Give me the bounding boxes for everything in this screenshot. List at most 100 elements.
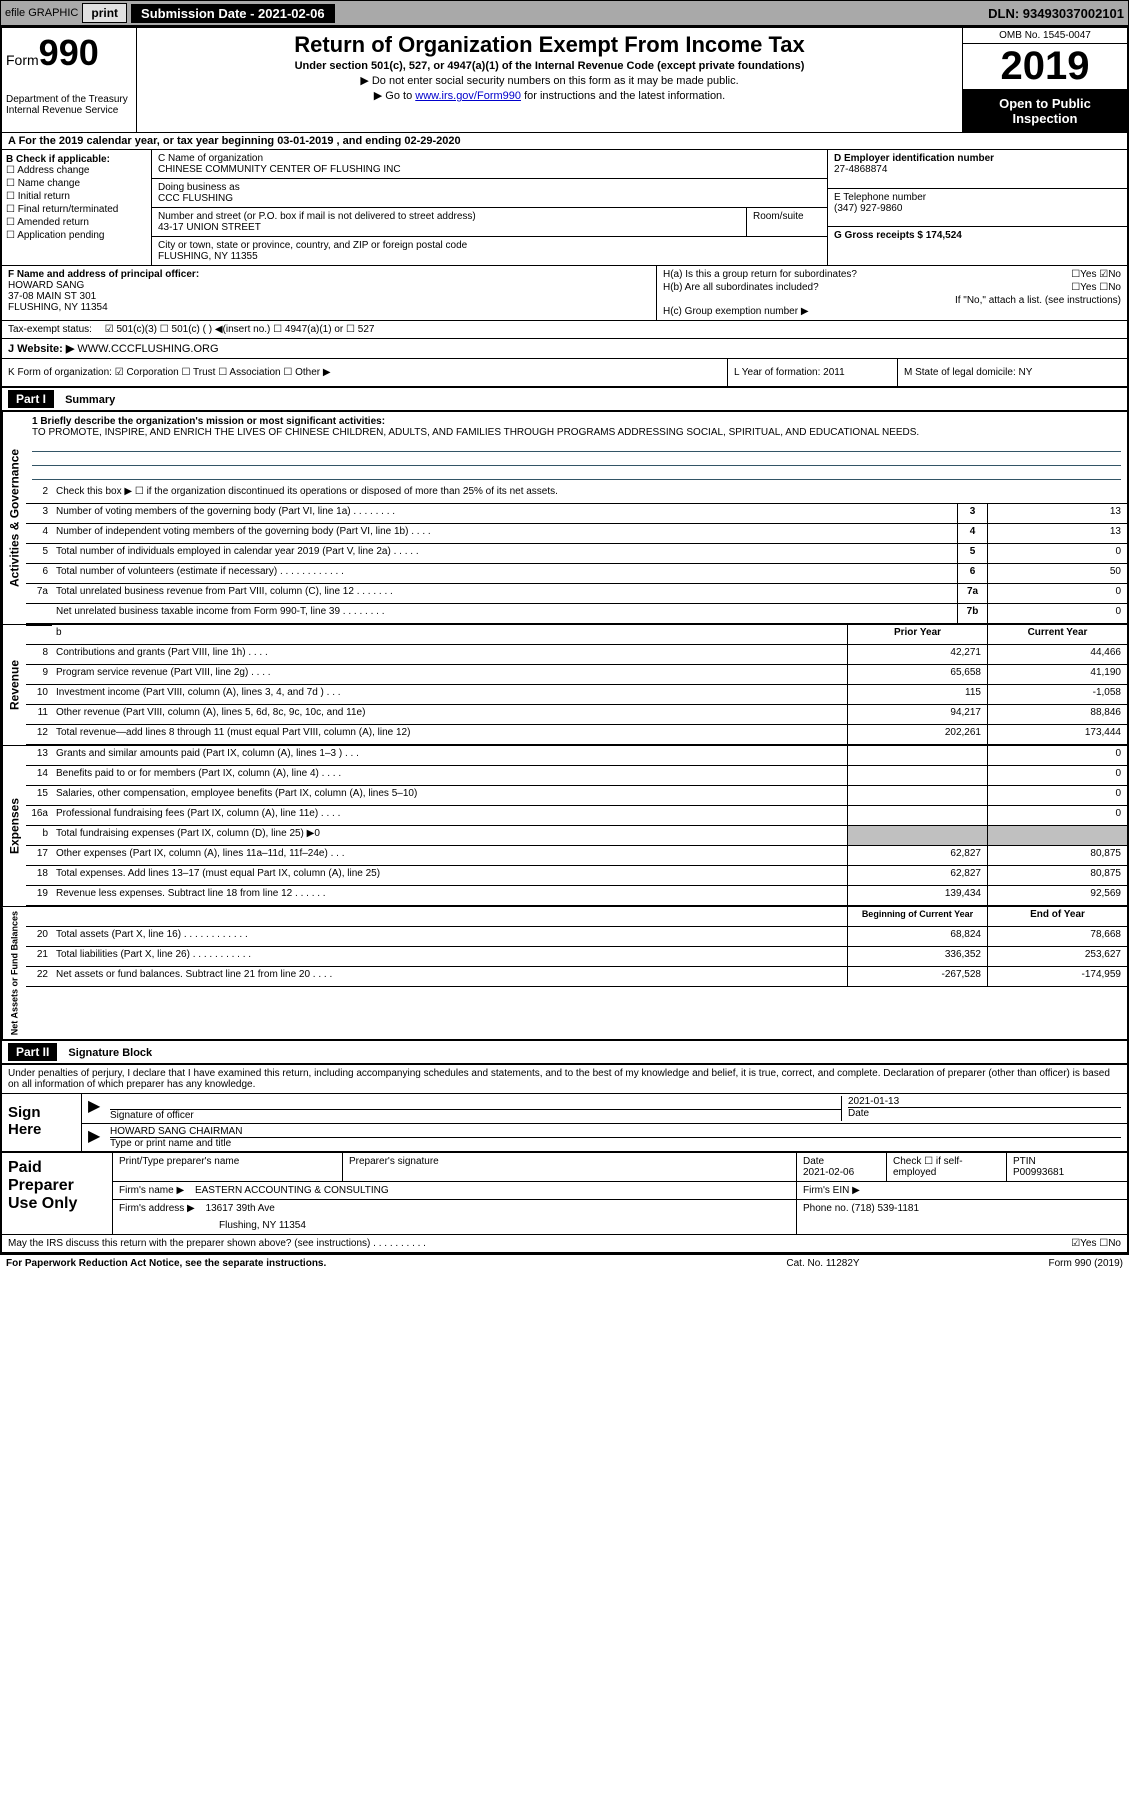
expenses-section: Expenses 13Grants and similar amounts pa…: [2, 746, 1127, 907]
mission-rule: [32, 466, 1121, 480]
col-f-officer: F Name and address of principal officer:…: [2, 266, 657, 320]
firm-ein-label: Firm's EIN ▶: [797, 1182, 1127, 1199]
prep-date-hdr: Date: [803, 1156, 880, 1167]
dba-label: Doing business as: [158, 182, 821, 193]
part-i-badge: Part I: [8, 390, 54, 408]
officer-name-row: ▶ HOWARD SANG CHAIRMAN Type or print nam…: [82, 1124, 1127, 1151]
line-2: 2 Check this box ▶ ☐ if the organization…: [26, 484, 1127, 504]
print-button[interactable]: print: [82, 3, 127, 23]
paid-preparer-label: Paid Preparer Use Only: [2, 1153, 112, 1234]
city-label: City or town, state or province, country…: [158, 240, 821, 251]
section-f-h: F Name and address of principal officer:…: [2, 266, 1127, 321]
hc-label: H(c) Group exemption number ▶: [663, 306, 1121, 317]
side-governance: Activities & Governance: [2, 412, 26, 624]
street-label: Number and street (or P.O. box if mail i…: [158, 211, 740, 222]
room-label: Room/suite: [753, 211, 821, 222]
officer-name-label: Type or print name and title: [110, 1138, 1121, 1149]
chk-name[interactable]: ☐ Name change: [6, 178, 147, 189]
part-i-header: Part I Summary: [2, 388, 1127, 412]
website-label: J Website: ▶: [8, 343, 74, 355]
netassets-section: Net Assets or Fund Balances Beginning of…: [2, 907, 1127, 1041]
street-cell: Number and street (or P.O. box if mail i…: [152, 208, 747, 236]
form-title-box: Return of Organization Exempt From Incom…: [137, 28, 962, 132]
gross-receipts-cell: G Gross receipts $ 174,524: [828, 227, 1127, 265]
hb-note: If "No," attach a list. (see instruction…: [663, 295, 1121, 306]
ein-value: 27-4868874: [834, 164, 1121, 175]
prep-name-hdr: Print/Type preparer's name: [113, 1153, 343, 1181]
table-row: 8Contributions and grants (Part VIII, li…: [26, 645, 1127, 665]
side-netassets: Net Assets or Fund Balances: [2, 907, 26, 1039]
chk-amended[interactable]: ☐ Amended return: [6, 217, 147, 228]
tax-status-label: Tax-exempt status:: [8, 324, 92, 335]
firm-addr1: 13617 39th Ave: [206, 1203, 275, 1214]
end-year-hdr: End of Year: [987, 907, 1127, 926]
sign-here-block: Sign Here ▶ Signature of officer 2021-01…: [2, 1094, 1127, 1153]
officer-addr2: FLUSHING, NY 11354: [8, 302, 650, 313]
officer-label: F Name and address of principal officer:: [8, 269, 650, 280]
chk-address[interactable]: ☐ Address change: [6, 165, 147, 176]
prep-date-val: 2021-02-06: [803, 1167, 880, 1178]
cat-no: Cat. No. 11282Y: [723, 1258, 923, 1269]
revenue-header: b Prior Year Current Year: [26, 625, 1127, 645]
tax-status-row: Tax-exempt status: ☑ 501(c)(3) ☐ 501(c) …: [2, 321, 1127, 339]
table-row: 14Benefits paid to or for members (Part …: [26, 766, 1127, 786]
form-header-row: Form990 Department of the Treasury Inter…: [2, 28, 1127, 133]
ha-answer: ☐Yes ☑No: [1071, 269, 1121, 280]
paid-preparer-block: Paid Preparer Use Only Print/Type prepar…: [2, 1153, 1127, 1235]
officer-signature-row: ▶ Signature of officer 2021-01-13 Date: [82, 1094, 1127, 1124]
table-row: 19Revenue less expenses. Subtract line 1…: [26, 886, 1127, 906]
ptin-hdr: PTIN: [1013, 1156, 1121, 1167]
dln-label: DLN: 93493037002101: [988, 6, 1124, 21]
part-ii-header: Part II Signature Block: [2, 1041, 1127, 1065]
sign-here-label: Sign Here: [2, 1094, 82, 1151]
part-ii-title: Signature Block: [68, 1047, 152, 1059]
submission-date: Submission Date - 2021-02-06: [131, 4, 335, 23]
year-box: OMB No. 1545-0047 2019 Open to Public In…: [962, 28, 1127, 132]
table-row: 11Other revenue (Part VIII, column (A), …: [26, 705, 1127, 725]
form-id-box: Form990 Department of the Treasury Inter…: [2, 28, 137, 132]
hb-answer: ☐Yes ☐No: [1071, 282, 1121, 293]
sig-date-label: Date: [848, 1108, 1121, 1119]
room-cell: Room/suite: [747, 208, 827, 236]
ha-label: H(a) Is this a group return for subordin…: [663, 269, 857, 280]
mission-rule: [32, 438, 1121, 452]
ha-row: H(a) Is this a group return for subordin…: [663, 269, 1121, 280]
phone-cell: E Telephone number (347) 927-9860: [828, 189, 1127, 228]
city-cell: City or town, state or province, country…: [152, 237, 827, 265]
tax-year: 2019: [963, 44, 1127, 90]
form-label: Form: [6, 52, 39, 68]
firm-phone: Phone no. (718) 539-1181: [797, 1200, 1127, 1234]
l-year-formation: L Year of formation: 2011: [727, 359, 897, 386]
firm-name-label: Firm's name ▶: [119, 1185, 184, 1196]
irs-link[interactable]: www.irs.gov/Form990: [415, 90, 521, 102]
col-h-group: H(a) Is this a group return for subordin…: [657, 266, 1127, 320]
org-name-cell: C Name of organization CHINESE COMMUNITY…: [152, 150, 827, 179]
perjury-declaration: Under penalties of perjury, I declare th…: [2, 1065, 1127, 1094]
city-value: FLUSHING, NY 11355: [158, 251, 821, 262]
begin-year-hdr: Beginning of Current Year: [847, 907, 987, 926]
phone-value: (347) 927-9860: [834, 203, 1121, 214]
chk-pending[interactable]: ☐ Application pending: [6, 230, 147, 241]
omb-number: OMB No. 1545-0047: [963, 28, 1127, 44]
chk-final[interactable]: ☐ Final return/terminated: [6, 204, 147, 215]
org-name-label: C Name of organization: [158, 153, 821, 164]
revenue-section: Revenue b Prior Year Current Year 8Contr…: [2, 625, 1127, 746]
row-k-l-m: K Form of organization: ☑ Corporation ☐ …: [2, 359, 1127, 388]
note-goto: ▶ Go to www.irs.gov/Form990 for instruct…: [143, 89, 956, 102]
ptin-val: P00993681: [1013, 1167, 1121, 1178]
street-value: 43-17 UNION STREET: [158, 222, 740, 233]
line2-text: Check this box ▶ ☐ if the organization d…: [52, 484, 1127, 503]
table-row: 22Net assets or fund balances. Subtract …: [26, 967, 1127, 987]
firm-addr2: Flushing, NY 11354: [219, 1220, 790, 1231]
prep-sig-hdr: Preparer's signature: [343, 1153, 797, 1181]
gross-receipts: G Gross receipts $ 174,524: [834, 230, 1121, 241]
part-i-title: Summary: [65, 394, 115, 406]
officer-addr1: 37-08 MAIN ST 301: [8, 291, 650, 302]
table-row: bTotal fundraising expenses (Part IX, co…: [26, 826, 1127, 846]
hb-row: H(b) Are all subordinates included? ☐Yes…: [663, 282, 1121, 293]
chk-initial[interactable]: ☐ Initial return: [6, 191, 147, 202]
street-row: Number and street (or P.O. box if mail i…: [152, 208, 827, 237]
line1-label: 1 Briefly describe the organization's mi…: [32, 416, 1121, 427]
footer-final: For Paperwork Reduction Act Notice, see …: [0, 1255, 1129, 1272]
table-row: 12Total revenue—add lines 8 through 11 (…: [26, 725, 1127, 745]
